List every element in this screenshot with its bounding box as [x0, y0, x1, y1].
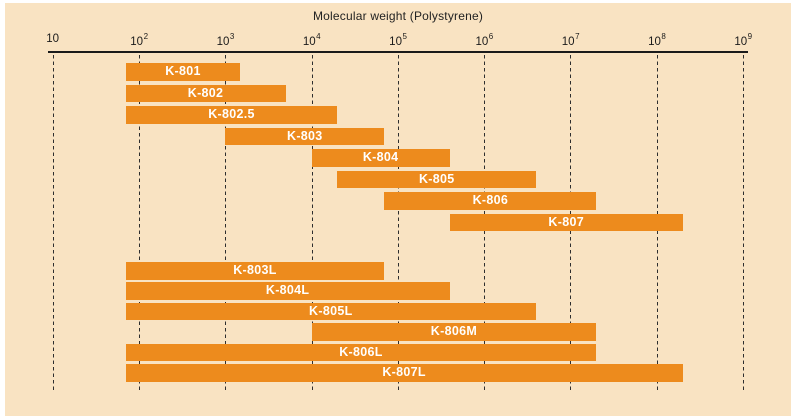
bar-K-801: K-801 [125, 63, 241, 81]
x-tick-label-1e5: 105 [389, 32, 407, 48]
bar-label-K-806L: K-806L [339, 344, 383, 359]
x-tick-label-1e4: 104 [302, 32, 321, 48]
bar-label-K-802: K-802 [187, 85, 224, 100]
bar-K-802: K-802 [125, 84, 286, 102]
x-tick-label-1e8: 108 [648, 32, 666, 48]
axis-title: Molecular weight (Polystyrene) [312, 9, 484, 23]
x-tick-label-1e9: 109 [734, 32, 753, 48]
bar-label-K-803: K-803 [287, 128, 323, 143]
bar-label-K-807L: K-807L [382, 365, 426, 379]
bar-K-806L: K-806L [125, 343, 597, 362]
bar-K-805: K-805 [337, 170, 537, 188]
gridline-1e1 [52, 55, 54, 391]
bar-label-K-805: K-805 [418, 171, 455, 186]
bar-label-K-806: K-806 [472, 193, 509, 207]
bar-K-804: K-804 [311, 149, 450, 167]
bar-K-807L: K-807L [125, 364, 683, 382]
bar-label-K-807: K-807 [548, 214, 584, 229]
bar-label-K-805L: K-805L [309, 303, 353, 318]
bar-label-K-802.5: K-802.5 [208, 107, 255, 121]
x-axis-line [48, 51, 748, 53]
bar-label-K-804L: K-804L [265, 283, 310, 298]
x-tick-label-1e7: 107 [561, 32, 580, 48]
gridline-1e4 [311, 55, 313, 391]
x-tick-label-1e6: 106 [475, 32, 494, 48]
bar-label-K-803L: K-803L [233, 263, 277, 277]
bar-K-802.5: K-802.5 [125, 106, 338, 124]
bar-K-806M: K-806M [311, 323, 597, 341]
bar-label-K-806M: K-806M [430, 324, 478, 339]
bar-K-803: K-803 [225, 127, 385, 145]
bar-K-805L: K-805L [125, 302, 537, 321]
bar-K-803L: K-803L [125, 262, 385, 280]
gridline-1e5 [397, 55, 399, 391]
bar-label-K-801: K-801 [165, 64, 201, 78]
x-tick-label-1e1: 10 [46, 33, 59, 45]
gridline-1e3 [225, 55, 227, 391]
bar-K-806: K-806 [384, 192, 597, 210]
gridline-1e2 [138, 55, 140, 391]
gridline-1e9 [743, 55, 744, 391]
x-tick-label-1e2: 102 [130, 32, 149, 48]
bar-K-804L: K-804L [125, 282, 450, 300]
bar-K-807: K-807 [449, 213, 683, 231]
x-tick-label-1e3: 103 [216, 32, 235, 48]
bar-label-K-804: K-804 [362, 150, 399, 164]
